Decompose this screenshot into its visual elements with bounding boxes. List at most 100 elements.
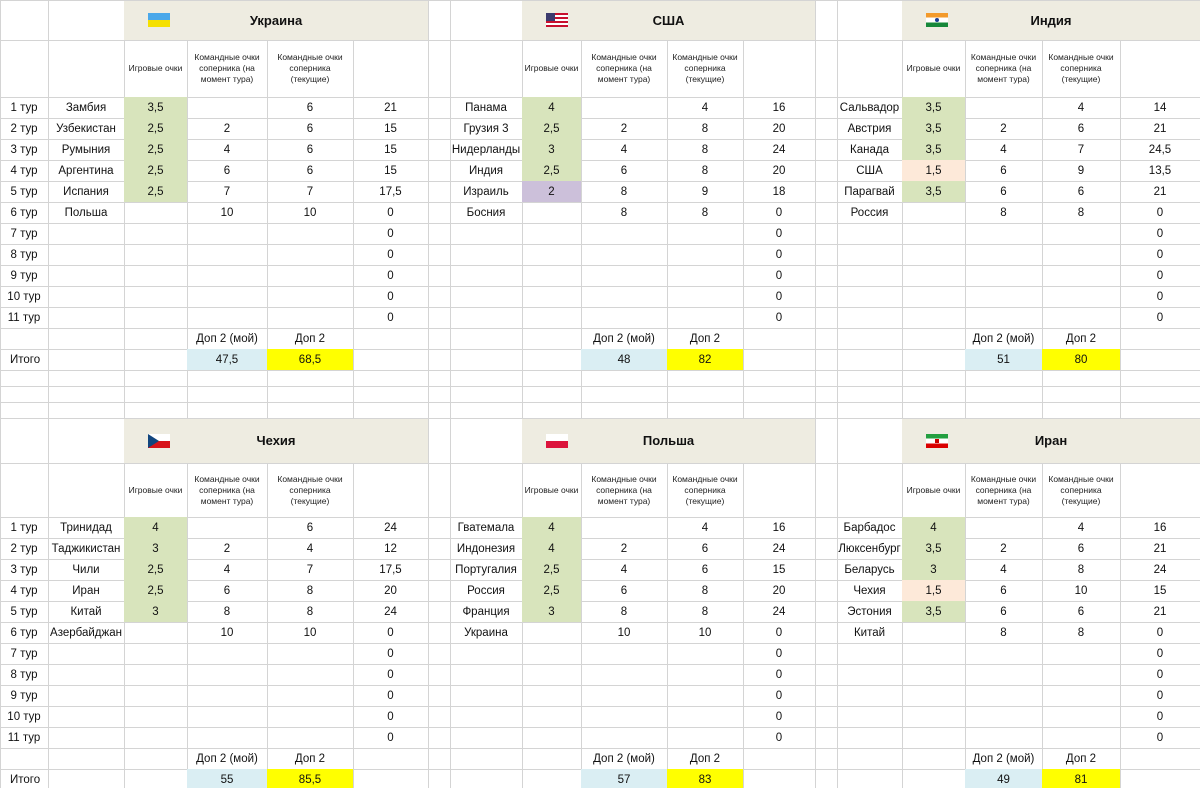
opp-points-current-cell[interactable]: 10 [1074, 584, 1088, 597]
opp-points-current-cell[interactable]: 10 [698, 626, 712, 639]
game-points-cell[interactable]: 3,5 [124, 97, 187, 118]
opp-points-current-cell[interactable]: 8 [701, 605, 709, 618]
row-total-cell[interactable]: 24 [384, 605, 397, 618]
opp-points-at-round-cell[interactable]: 6 [1000, 185, 1007, 198]
row-total-cell[interactable]: 24,5 [1148, 143, 1172, 156]
game-points-cell[interactable]: 3,5 [902, 139, 965, 160]
game-points-cell[interactable]: 3,5 [902, 538, 965, 559]
opp-points-at-round-cell[interactable]: 4 [1000, 563, 1007, 576]
opp-points-at-round-cell[interactable] [187, 286, 267, 307]
dop-other-value[interactable]: 85,5 [267, 769, 353, 788]
opp-points-at-round-cell[interactable] [965, 244, 1042, 265]
opp-points-current-cell[interactable]: 4 [701, 101, 709, 114]
opp-points-current-cell[interactable] [1042, 307, 1120, 328]
game-points-cell[interactable] [902, 307, 965, 328]
game-points-cell[interactable]: 3 [902, 559, 965, 580]
opp-points-current-cell[interactable]: 6 [1077, 605, 1085, 618]
opp-points-at-round-cell[interactable] [187, 643, 267, 664]
row-total-cell[interactable]: 24 [772, 605, 786, 618]
dop-mine-value[interactable]: 51 [965, 349, 1042, 370]
opp-points-at-round-cell[interactable] [965, 664, 1042, 685]
row-total-cell[interactable]: 24 [384, 521, 397, 534]
opp-points-at-round-cell[interactable]: 7 [223, 185, 231, 198]
opp-points-at-round-cell[interactable]: 6 [620, 584, 628, 597]
opp-points-at-round-cell[interactable]: 8 [620, 206, 628, 219]
opp-points-at-round-cell[interactable]: 2 [620, 122, 628, 135]
dop-other-value[interactable]: 81 [1042, 769, 1120, 788]
opp-points-current-cell[interactable]: 6 [701, 563, 709, 576]
opp-points-at-round-cell[interactable] [965, 517, 1042, 538]
row-total-cell[interactable]: 15 [384, 122, 397, 135]
game-points-cell[interactable]: 2,5 [124, 580, 187, 601]
opp-points-current-cell[interactable]: 8 [701, 143, 709, 156]
opp-points-at-round-cell[interactable]: 2 [223, 542, 231, 555]
game-points-cell[interactable] [124, 286, 187, 307]
row-total-cell[interactable]: 24 [1153, 563, 1167, 576]
game-points-cell[interactable]: 1,5 [902, 160, 965, 181]
opp-points-current-cell[interactable]: 6 [306, 143, 314, 156]
game-points-cell[interactable]: 4 [522, 517, 581, 538]
row-total-cell[interactable]: 14 [1153, 101, 1167, 114]
row-total-cell[interactable]: 12 [384, 542, 397, 555]
game-points-cell[interactable] [902, 244, 965, 265]
row-total-cell[interactable]: 20 [772, 122, 786, 135]
opp-points-current-cell[interactable]: 6 [701, 542, 709, 555]
opp-points-current-cell[interactable]: 8 [1077, 626, 1085, 639]
opp-points-at-round-cell[interactable] [581, 517, 667, 538]
row-total-cell[interactable]: 21 [384, 101, 397, 114]
row-total-cell[interactable]: 0 [1156, 227, 1164, 240]
dop-mine-value[interactable]: 57 [581, 769, 667, 788]
row-total-cell[interactable]: 18 [772, 185, 786, 198]
game-points-cell[interactable]: 2,5 [124, 160, 187, 181]
opp-points-current-cell[interactable] [1042, 223, 1120, 244]
opp-points-current-cell[interactable]: 4 [306, 542, 314, 555]
row-total-cell[interactable]: 0 [1156, 269, 1164, 282]
row-total-cell[interactable]: 15 [384, 143, 397, 156]
game-points-cell[interactable] [902, 643, 965, 664]
opp-points-at-round-cell[interactable] [965, 307, 1042, 328]
opp-points-current-cell[interactable] [1042, 643, 1120, 664]
opp-points-at-round-cell[interactable] [187, 265, 267, 286]
opp-points-current-cell[interactable]: 6 [306, 101, 314, 114]
row-total-cell[interactable]: 0 [775, 311, 783, 324]
opp-points-at-round-cell[interactable]: 6 [1000, 605, 1007, 618]
opp-points-at-round-cell[interactable]: 2 [223, 122, 231, 135]
opp-points-current-cell[interactable] [667, 706, 743, 727]
game-points-cell[interactable]: 3 [124, 538, 187, 559]
opp-points-current-cell[interactable] [667, 643, 743, 664]
row-total-cell[interactable]: 0 [387, 626, 394, 639]
opp-points-at-round-cell[interactable] [581, 664, 667, 685]
opp-points-at-round-cell[interactable] [581, 706, 667, 727]
dop-other-value[interactable]: 82 [667, 349, 743, 370]
opp-points-at-round-cell[interactable] [965, 727, 1042, 748]
opp-points-at-round-cell[interactable] [581, 685, 667, 706]
dop-mine-value[interactable]: 47,5 [187, 349, 267, 370]
row-total-cell[interactable]: 17,5 [379, 185, 402, 198]
opp-points-at-round-cell[interactable] [965, 223, 1042, 244]
row-total-cell[interactable]: 13,5 [1148, 164, 1172, 177]
game-points-cell[interactable] [124, 223, 187, 244]
row-total-cell[interactable]: 20 [384, 584, 397, 597]
opp-points-current-cell[interactable]: 6 [306, 164, 314, 177]
opp-points-current-cell[interactable] [667, 286, 743, 307]
row-total-cell[interactable]: 0 [775, 227, 783, 240]
row-total-cell[interactable]: 20 [772, 164, 786, 177]
opp-points-current-cell[interactable] [1042, 685, 1120, 706]
opp-points-at-round-cell[interactable]: 8 [223, 605, 231, 618]
opp-points-current-cell[interactable] [267, 223, 353, 244]
row-total-cell[interactable]: 0 [387, 248, 394, 261]
opp-points-at-round-cell[interactable] [187, 727, 267, 748]
row-total-cell[interactable]: 0 [775, 269, 783, 282]
opp-points-at-round-cell[interactable] [965, 685, 1042, 706]
opp-points-current-cell[interactable]: 8 [701, 164, 709, 177]
opp-points-current-cell[interactable]: 8 [306, 584, 314, 597]
opp-points-at-round-cell[interactable] [581, 97, 667, 118]
opp-points-at-round-cell[interactable] [581, 307, 667, 328]
game-points-cell[interactable]: 3 [124, 601, 187, 622]
row-total-cell[interactable]: 0 [775, 206, 783, 219]
row-total-cell[interactable]: 17,5 [379, 563, 402, 576]
opp-points-at-round-cell[interactable] [965, 643, 1042, 664]
opp-points-current-cell[interactable] [267, 706, 353, 727]
opp-points-at-round-cell[interactable] [187, 664, 267, 685]
opp-points-at-round-cell[interactable] [581, 223, 667, 244]
